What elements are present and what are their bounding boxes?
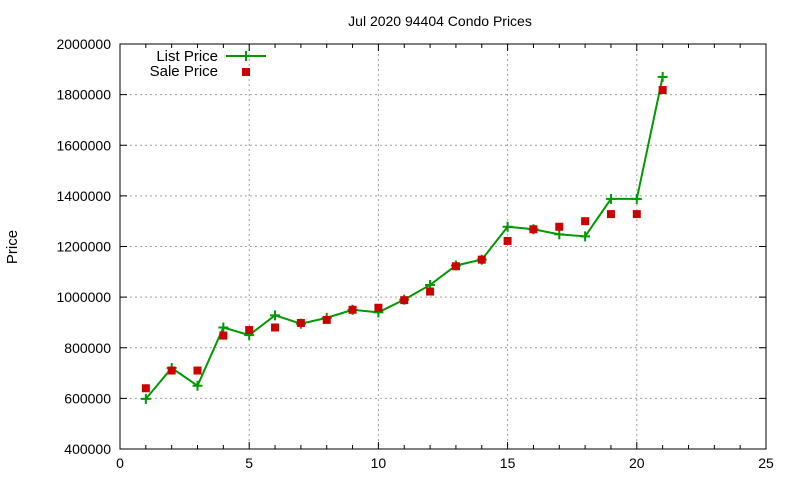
chart-title: Jul 2020 94404 Condo Prices bbox=[348, 13, 532, 29]
data-point-sale-price bbox=[426, 287, 435, 296]
data-point-list-price bbox=[580, 231, 591, 242]
y-tick-labels: 400000 600000 800000 1000000 1200000 1400000 1… bbox=[56, 36, 111, 457]
data-point-sale-price bbox=[581, 217, 590, 226]
data-point-list-price bbox=[218, 322, 229, 333]
x-tick-label: 25 bbox=[758, 455, 774, 471]
y-tick-label: 1400000 bbox=[56, 188, 111, 204]
data-point-list-price bbox=[657, 71, 668, 82]
data-point-sale-price bbox=[322, 315, 331, 324]
axis-ticks bbox=[119, 43, 767, 450]
data-point-list-price bbox=[192, 380, 203, 391]
data-point-sale-price bbox=[451, 262, 460, 271]
y-tick-label: 1000000 bbox=[56, 289, 111, 305]
y-tick-label: 1600000 bbox=[56, 137, 111, 153]
data-point-sale-price bbox=[658, 86, 667, 95]
data-point-sale-price bbox=[167, 366, 176, 375]
y-axis-label: Price bbox=[4, 230, 21, 264]
y-tick-label: 600000 bbox=[64, 390, 111, 406]
data-point-sale-price bbox=[606, 210, 615, 219]
data-point-list-price bbox=[554, 229, 565, 240]
data-point-sale-price bbox=[503, 236, 512, 245]
x-tick-labels: 0 5 10 15 20 25 bbox=[116, 455, 774, 471]
x-tick-label: 5 bbox=[245, 455, 253, 471]
data-point-sale-price bbox=[374, 303, 383, 312]
data-point-sale-price bbox=[632, 210, 641, 219]
data-point-sale-price bbox=[477, 255, 486, 264]
data-point-sale-price bbox=[296, 318, 305, 327]
y-tick-label: 2000000 bbox=[56, 36, 111, 52]
legend-marker-list-price bbox=[241, 51, 251, 61]
y-tick-label: 400000 bbox=[64, 441, 111, 457]
data-point-list-price bbox=[631, 193, 642, 204]
data-point-list-price bbox=[605, 193, 616, 204]
data-point-sale-price bbox=[193, 366, 202, 375]
y-tick-label: 1200000 bbox=[56, 239, 111, 255]
legend-marker-sale-price bbox=[242, 68, 250, 76]
data-point-sale-price bbox=[141, 384, 150, 393]
y-tick-label: 800000 bbox=[64, 340, 111, 356]
data-point-list-price bbox=[270, 310, 281, 321]
data-point-sale-price bbox=[400, 296, 409, 305]
data-point-sale-price bbox=[245, 326, 254, 335]
x-tick-label: 10 bbox=[371, 455, 387, 471]
y-tick-label: 1800000 bbox=[56, 87, 111, 103]
data-point-sale-price bbox=[348, 305, 357, 314]
x-tick-label: 0 bbox=[116, 455, 124, 471]
data-point-sale-price bbox=[219, 331, 228, 340]
legend-label-list-price: List Price bbox=[156, 48, 218, 65]
x-tick-label: 20 bbox=[629, 455, 645, 471]
legend: List Price Sale Price bbox=[150, 48, 266, 80]
grid-lines bbox=[120, 44, 766, 449]
data-point-sale-price bbox=[529, 225, 538, 234]
series-layer bbox=[140, 71, 668, 404]
data-point-sale-price bbox=[555, 222, 564, 231]
legend-label-sale-price: Sale Price bbox=[150, 63, 218, 80]
data-point-list-price bbox=[502, 221, 513, 232]
data-point-sale-price bbox=[271, 323, 280, 332]
data-point-list-price bbox=[140, 393, 151, 404]
x-tick-label: 15 bbox=[500, 455, 516, 471]
